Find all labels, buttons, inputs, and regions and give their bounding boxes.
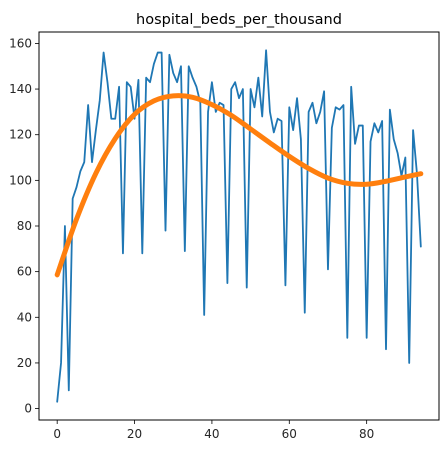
y-tick-label: 120 — [9, 128, 32, 142]
x-tick-label: 60 — [282, 427, 297, 441]
y-tick-label: 80 — [17, 219, 32, 233]
y-tick-label: 20 — [17, 356, 32, 370]
chart-title: hospital_beds_per_thousand — [136, 12, 342, 28]
y-tick-label: 40 — [17, 310, 32, 324]
series-line-trend — [54, 93, 424, 278]
x-tick-label: 0 — [53, 427, 61, 441]
y-tick-label: 60 — [17, 265, 32, 279]
y-tick-label: 0 — [24, 402, 32, 416]
x-tick-label: 40 — [204, 427, 219, 441]
series-layer — [54, 49, 424, 403]
x-tick-label: 80 — [359, 427, 374, 441]
x-tick-label: 20 — [127, 427, 142, 441]
ticks-layer: 0 20 40 60 80 0 20 40 60 80 100 120 140 160 — [9, 36, 374, 441]
y-tick-label: 100 — [9, 173, 32, 187]
y-tick-label: 160 — [9, 36, 32, 50]
plot-frame — [38, 31, 440, 421]
y-tick-label: 140 — [9, 82, 32, 96]
series-line-raw — [56, 49, 422, 403]
